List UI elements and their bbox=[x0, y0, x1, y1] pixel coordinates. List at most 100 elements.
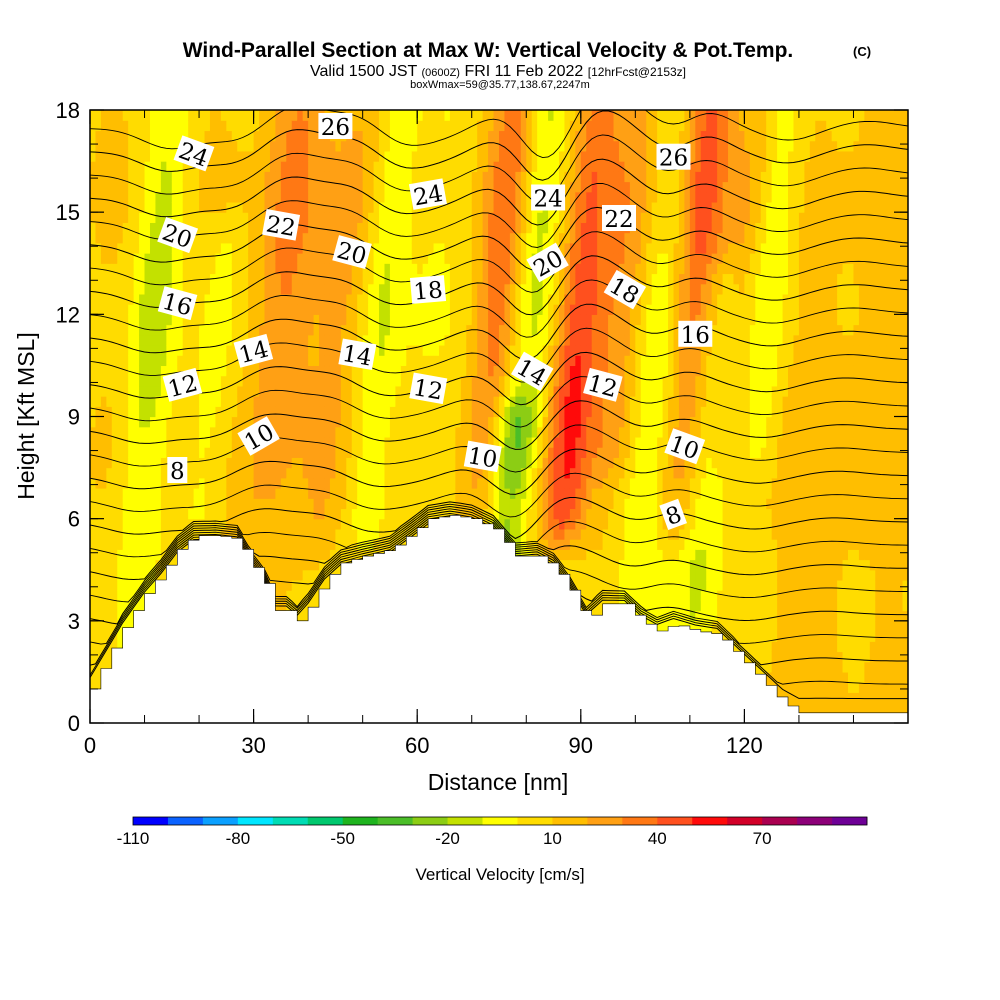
velocity-cell bbox=[199, 406, 206, 418]
velocity-cell bbox=[90, 191, 97, 203]
velocity-cell bbox=[466, 242, 473, 254]
velocity-cell bbox=[155, 242, 162, 254]
velocity-cell bbox=[248, 293, 255, 305]
velocity-cell bbox=[106, 488, 113, 499]
velocity-cell bbox=[488, 171, 495, 183]
velocity-cell bbox=[493, 253, 500, 264]
velocity-cell bbox=[471, 171, 478, 183]
velocity-cell bbox=[351, 273, 358, 285]
velocity-cell bbox=[117, 579, 124, 591]
velocity-cell bbox=[335, 171, 342, 183]
velocity-cell bbox=[428, 232, 435, 244]
velocity-cell bbox=[144, 314, 151, 326]
velocity-cell bbox=[269, 293, 277, 305]
velocity-cell bbox=[471, 406, 478, 418]
velocity-cell bbox=[537, 130, 544, 142]
velocity-cell bbox=[144, 150, 151, 162]
velocity-cell bbox=[531, 110, 538, 121]
velocity-cell bbox=[106, 590, 113, 601]
velocity-cell bbox=[275, 120, 282, 132]
velocity-cell bbox=[171, 406, 178, 418]
velocity-cell bbox=[237, 334, 244, 346]
velocity-cell bbox=[117, 201, 124, 213]
velocity-cell bbox=[346, 528, 353, 540]
velocity-cell bbox=[400, 201, 407, 213]
velocity-cell bbox=[308, 406, 315, 418]
velocity-cell bbox=[269, 396, 277, 407]
velocity-cell bbox=[133, 232, 140, 244]
velocity-cell bbox=[368, 518, 375, 530]
velocity-cell bbox=[226, 467, 233, 479]
velocity-cell bbox=[111, 385, 118, 397]
velocity-cell bbox=[231, 130, 238, 142]
velocity-cell bbox=[482, 263, 489, 275]
velocity-cell bbox=[269, 416, 277, 428]
velocity-cell bbox=[242, 181, 249, 193]
velocity-cell bbox=[509, 273, 516, 285]
velocity-cell bbox=[488, 150, 495, 162]
velocity-cell bbox=[122, 559, 129, 571]
velocity-cell bbox=[128, 569, 135, 581]
velocity-cell bbox=[209, 477, 217, 489]
velocity-cell bbox=[389, 273, 396, 285]
velocity-cell bbox=[384, 508, 391, 520]
velocity-cell bbox=[439, 365, 446, 377]
velocity-cell bbox=[422, 396, 429, 407]
velocity-cell bbox=[204, 508, 211, 520]
velocity-cell bbox=[253, 375, 260, 387]
velocity-cell bbox=[204, 355, 211, 367]
velocity-cell bbox=[395, 314, 402, 326]
velocity-cell bbox=[259, 488, 266, 499]
velocity-cell bbox=[291, 253, 298, 264]
velocity-cell bbox=[122, 457, 129, 469]
velocity-cell bbox=[428, 355, 435, 367]
velocity-cell bbox=[155, 569, 162, 581]
velocity-cell bbox=[357, 498, 364, 510]
velocity-cell bbox=[106, 201, 113, 213]
velocity-cell bbox=[504, 242, 511, 254]
velocity-cell bbox=[351, 293, 358, 305]
velocity-cell bbox=[259, 140, 266, 152]
velocity-cell bbox=[428, 140, 435, 152]
velocity-cell bbox=[204, 304, 211, 315]
velocity-cell bbox=[504, 253, 511, 264]
velocity-cell bbox=[117, 314, 124, 326]
velocity-cell bbox=[111, 498, 118, 510]
velocity-cell bbox=[220, 242, 227, 254]
velocity-cell bbox=[422, 416, 429, 428]
velocity-cell bbox=[259, 253, 266, 264]
velocity-cell bbox=[389, 304, 396, 315]
velocity-cell bbox=[520, 334, 527, 346]
velocity-cell bbox=[433, 150, 440, 162]
velocity-cell bbox=[215, 457, 222, 469]
velocity-cell bbox=[406, 212, 413, 223]
velocity-cell bbox=[242, 140, 249, 152]
velocity-cell bbox=[488, 488, 495, 499]
velocity-cell bbox=[466, 355, 473, 367]
velocity-cell bbox=[373, 508, 380, 520]
velocity-cell bbox=[324, 161, 331, 172]
velocity-cell bbox=[422, 222, 429, 234]
velocity-cell bbox=[275, 324, 282, 336]
velocity-cell bbox=[133, 385, 140, 397]
velocity-cell bbox=[237, 201, 244, 213]
velocity-cell bbox=[384, 263, 391, 275]
velocity-cell bbox=[329, 304, 336, 315]
velocity-cell bbox=[428, 477, 435, 489]
velocity-cell bbox=[302, 365, 309, 377]
velocity-cell bbox=[149, 120, 157, 132]
velocity-cell bbox=[362, 263, 369, 275]
velocity-cell bbox=[155, 488, 162, 499]
velocity-cell bbox=[313, 385, 320, 397]
velocity-cell bbox=[537, 314, 544, 326]
velocity-cell bbox=[466, 334, 473, 346]
velocity-cell bbox=[466, 304, 473, 315]
velocity-cell bbox=[368, 467, 375, 479]
velocity-cell bbox=[100, 416, 107, 428]
velocity-cell bbox=[95, 661, 102, 673]
velocity-cell bbox=[209, 263, 217, 275]
velocity-cell bbox=[537, 406, 544, 418]
velocity-cell bbox=[357, 140, 364, 152]
velocity-cell bbox=[460, 355, 467, 367]
velocity-cell bbox=[133, 171, 140, 183]
